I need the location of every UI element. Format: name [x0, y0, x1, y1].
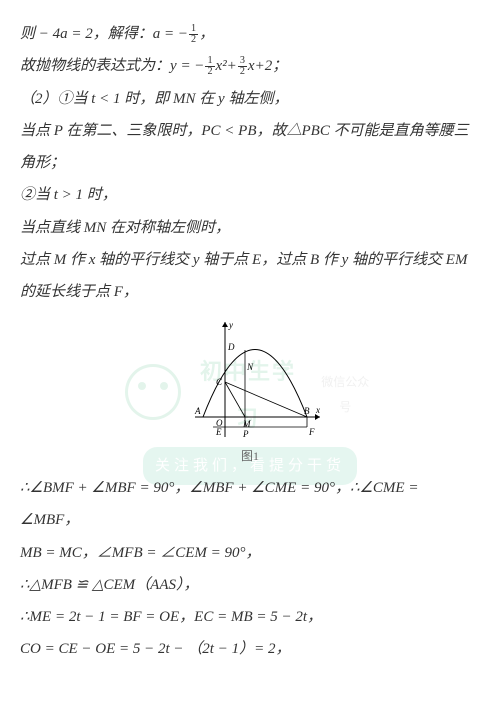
svg-text:P: P — [242, 429, 249, 439]
line-12: CO = CE − OE = 5 − 2t − （2t − 1）= 2， — [20, 633, 480, 665]
svg-text:D: D — [227, 342, 235, 352]
svg-text:E: E — [215, 427, 222, 437]
line-3: （2）①当 t < 1 时，即 MN 在 y 轴左侧， — [20, 83, 480, 115]
svg-text:A: A — [194, 406, 201, 416]
svg-text:C: C — [216, 377, 223, 387]
svg-text:y: y — [228, 320, 233, 330]
line-10: ∴△MFB ≌ △CEM（AAS）， — [20, 569, 480, 601]
svg-text:B: B — [304, 406, 310, 416]
line-9: MB = MC，∠MFB = ∠CEM = 90°， — [20, 537, 480, 569]
line-6: 当点直线 MN 在对称轴左侧时， — [20, 212, 480, 244]
figure-1: AOMBCDNEFPxy 图1 — [20, 312, 480, 470]
figure-caption: 图1 — [20, 444, 480, 470]
line-8: ∴∠BMF + ∠MBF = 90°，∠MBF + ∠CME = 90°，∴∠C… — [20, 472, 480, 537]
line-11: ∴ME = 2t − 1 = BF = OE，EC = MB = 5 − 2t， — [20, 601, 480, 633]
line-1: 则 − 4a = 2，解得：a = −12， — [20, 18, 480, 50]
svg-text:x: x — [315, 405, 320, 415]
svg-text:M: M — [242, 419, 251, 429]
line-4: 当点 P 在第二、三象限时，PC < PB，故△PBC 不可能是直角等腰三角形； — [20, 115, 480, 180]
svg-text:F: F — [308, 427, 315, 437]
svg-text:N: N — [246, 362, 254, 372]
line-7: 过点 M 作 x 轴的平行线交 y 轴于点 E，过点 B 作 y 轴的平行线交 … — [20, 244, 480, 309]
line-2: 故抛物线的表达式为：y = −12x²+32x+2； — [20, 50, 480, 82]
line-5: ②当 t > 1 时， — [20, 179, 480, 211]
